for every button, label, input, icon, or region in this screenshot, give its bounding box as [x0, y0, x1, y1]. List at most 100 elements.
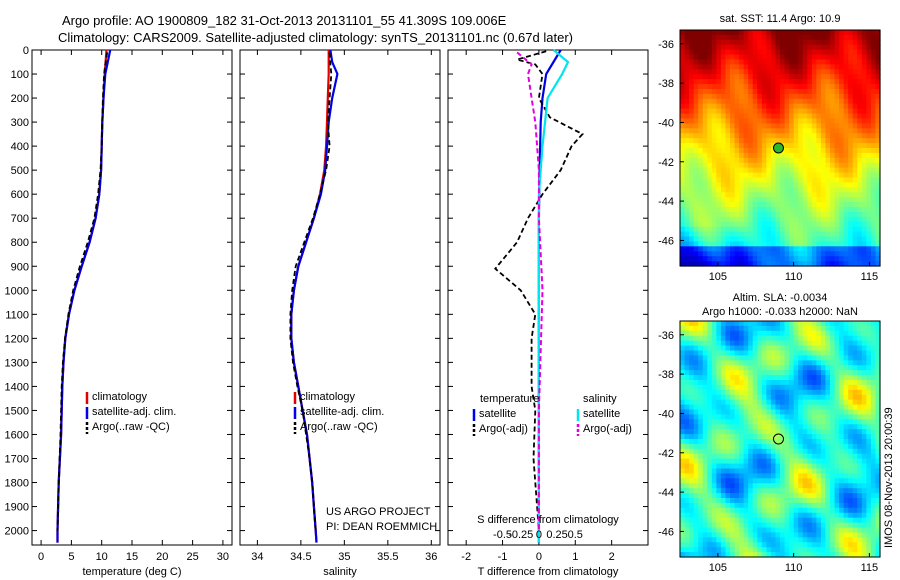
- map-cell: [775, 39, 781, 46]
- map-cell: [725, 167, 731, 174]
- map-cell: [875, 404, 881, 411]
- map-cell: [848, 221, 854, 228]
- annotation-project: US ARGO PROJECT: [326, 506, 431, 518]
- map-cell: [725, 138, 731, 144]
- map-cell: [680, 473, 686, 479]
- map-cell: [752, 108, 758, 115]
- map-cell: [684, 246, 690, 252]
- map-cell: [820, 226, 827, 233]
- map-cell: [802, 64, 808, 70]
- map-cell: [725, 502, 731, 509]
- map-cell: [716, 64, 722, 70]
- map-cell: [861, 394, 867, 401]
- map-cell: [780, 84, 786, 90]
- map-cell: [752, 138, 758, 144]
- map-cell: [857, 167, 863, 174]
- map-cell: [730, 321, 736, 327]
- map-cell: [770, 59, 777, 66]
- map-cell: [711, 251, 717, 257]
- map-cell: [789, 98, 795, 105]
- map-cell: [798, 69, 804, 75]
- map-cell: [689, 98, 695, 105]
- map-cell: [834, 133, 840, 139]
- map-cell: [798, 493, 804, 499]
- map-cell: [757, 424, 763, 430]
- map-cell: [820, 409, 827, 416]
- map-cell: [689, 483, 695, 489]
- map-cell: [698, 123, 704, 129]
- map-cell: [702, 522, 708, 529]
- map-cell: [839, 512, 845, 519]
- map-cell: [684, 340, 690, 347]
- map-cell: [848, 128, 854, 134]
- map-cell: [693, 128, 699, 134]
- map-cell: [780, 118, 786, 125]
- map-cell: [711, 123, 717, 129]
- map-cell: [748, 93, 754, 100]
- map-cell: [820, 321, 827, 327]
- map-cell: [784, 414, 790, 420]
- map-cell: [693, 113, 699, 120]
- map-cell: [802, 39, 808, 46]
- map-cell: [866, 182, 872, 188]
- map-cell: [852, 64, 858, 70]
- map-cell: [830, 108, 836, 115]
- map-cell: [816, 192, 822, 198]
- map-cell: [830, 502, 836, 509]
- map-cell: [834, 463, 840, 470]
- map-cell: [748, 522, 754, 529]
- map-cell: [775, 537, 781, 543]
- map-cell: [725, 330, 731, 337]
- map-cell: [766, 143, 772, 149]
- map-cell: [870, 133, 877, 139]
- map-cell: [875, 321, 881, 327]
- map-cell: [743, 162, 749, 169]
- map-cell: [834, 226, 840, 233]
- map-cell: [720, 49, 727, 56]
- map-cell: [680, 133, 686, 139]
- map-cell: [852, 221, 858, 228]
- map-cell: [757, 103, 763, 110]
- map-cell: [684, 502, 690, 509]
- map-cell: [861, 512, 867, 519]
- map-cell: [739, 118, 745, 125]
- map-cell: [798, 335, 804, 342]
- legend-label: climatology: [300, 391, 356, 403]
- map-cell: [734, 439, 740, 445]
- map-cell: [834, 84, 840, 90]
- map-cell: [748, 463, 754, 470]
- y-tick-label: 1800: [5, 478, 29, 490]
- map-cell: [752, 197, 758, 203]
- map-cell: [811, 231, 817, 238]
- map-cell: [848, 44, 854, 51]
- map-cell: [866, 375, 872, 381]
- map-cell: [707, 108, 713, 115]
- map-cell: [739, 108, 745, 115]
- map-cell: [725, 197, 731, 203]
- map-cell: [775, 370, 781, 376]
- map-cell: [748, 128, 754, 134]
- map-cell: [866, 162, 872, 169]
- map-cell: [761, 187, 767, 193]
- map-cell: [761, 498, 767, 504]
- map-cell: [748, 44, 754, 51]
- map-cell: [689, 414, 695, 420]
- map-cell: [857, 350, 863, 357]
- map-cell: [857, 162, 863, 169]
- map-cell: [780, 493, 786, 499]
- map-cell: [766, 79, 772, 85]
- map-cell: [816, 542, 822, 548]
- map-cell: [725, 517, 731, 524]
- x-tick-label-salinity: 0: [536, 529, 542, 541]
- map-cell: [861, 89, 867, 95]
- map-cell: [734, 394, 740, 401]
- map-cell: [784, 547, 790, 553]
- map-cell: [866, 463, 872, 470]
- map-cell: [734, 458, 740, 465]
- map-cell: [789, 143, 795, 149]
- map-cell: [834, 443, 840, 450]
- map-cell: [680, 84, 686, 90]
- map-cell: [798, 325, 804, 332]
- map-cell: [798, 202, 804, 208]
- x-tick-label: 35: [338, 551, 350, 563]
